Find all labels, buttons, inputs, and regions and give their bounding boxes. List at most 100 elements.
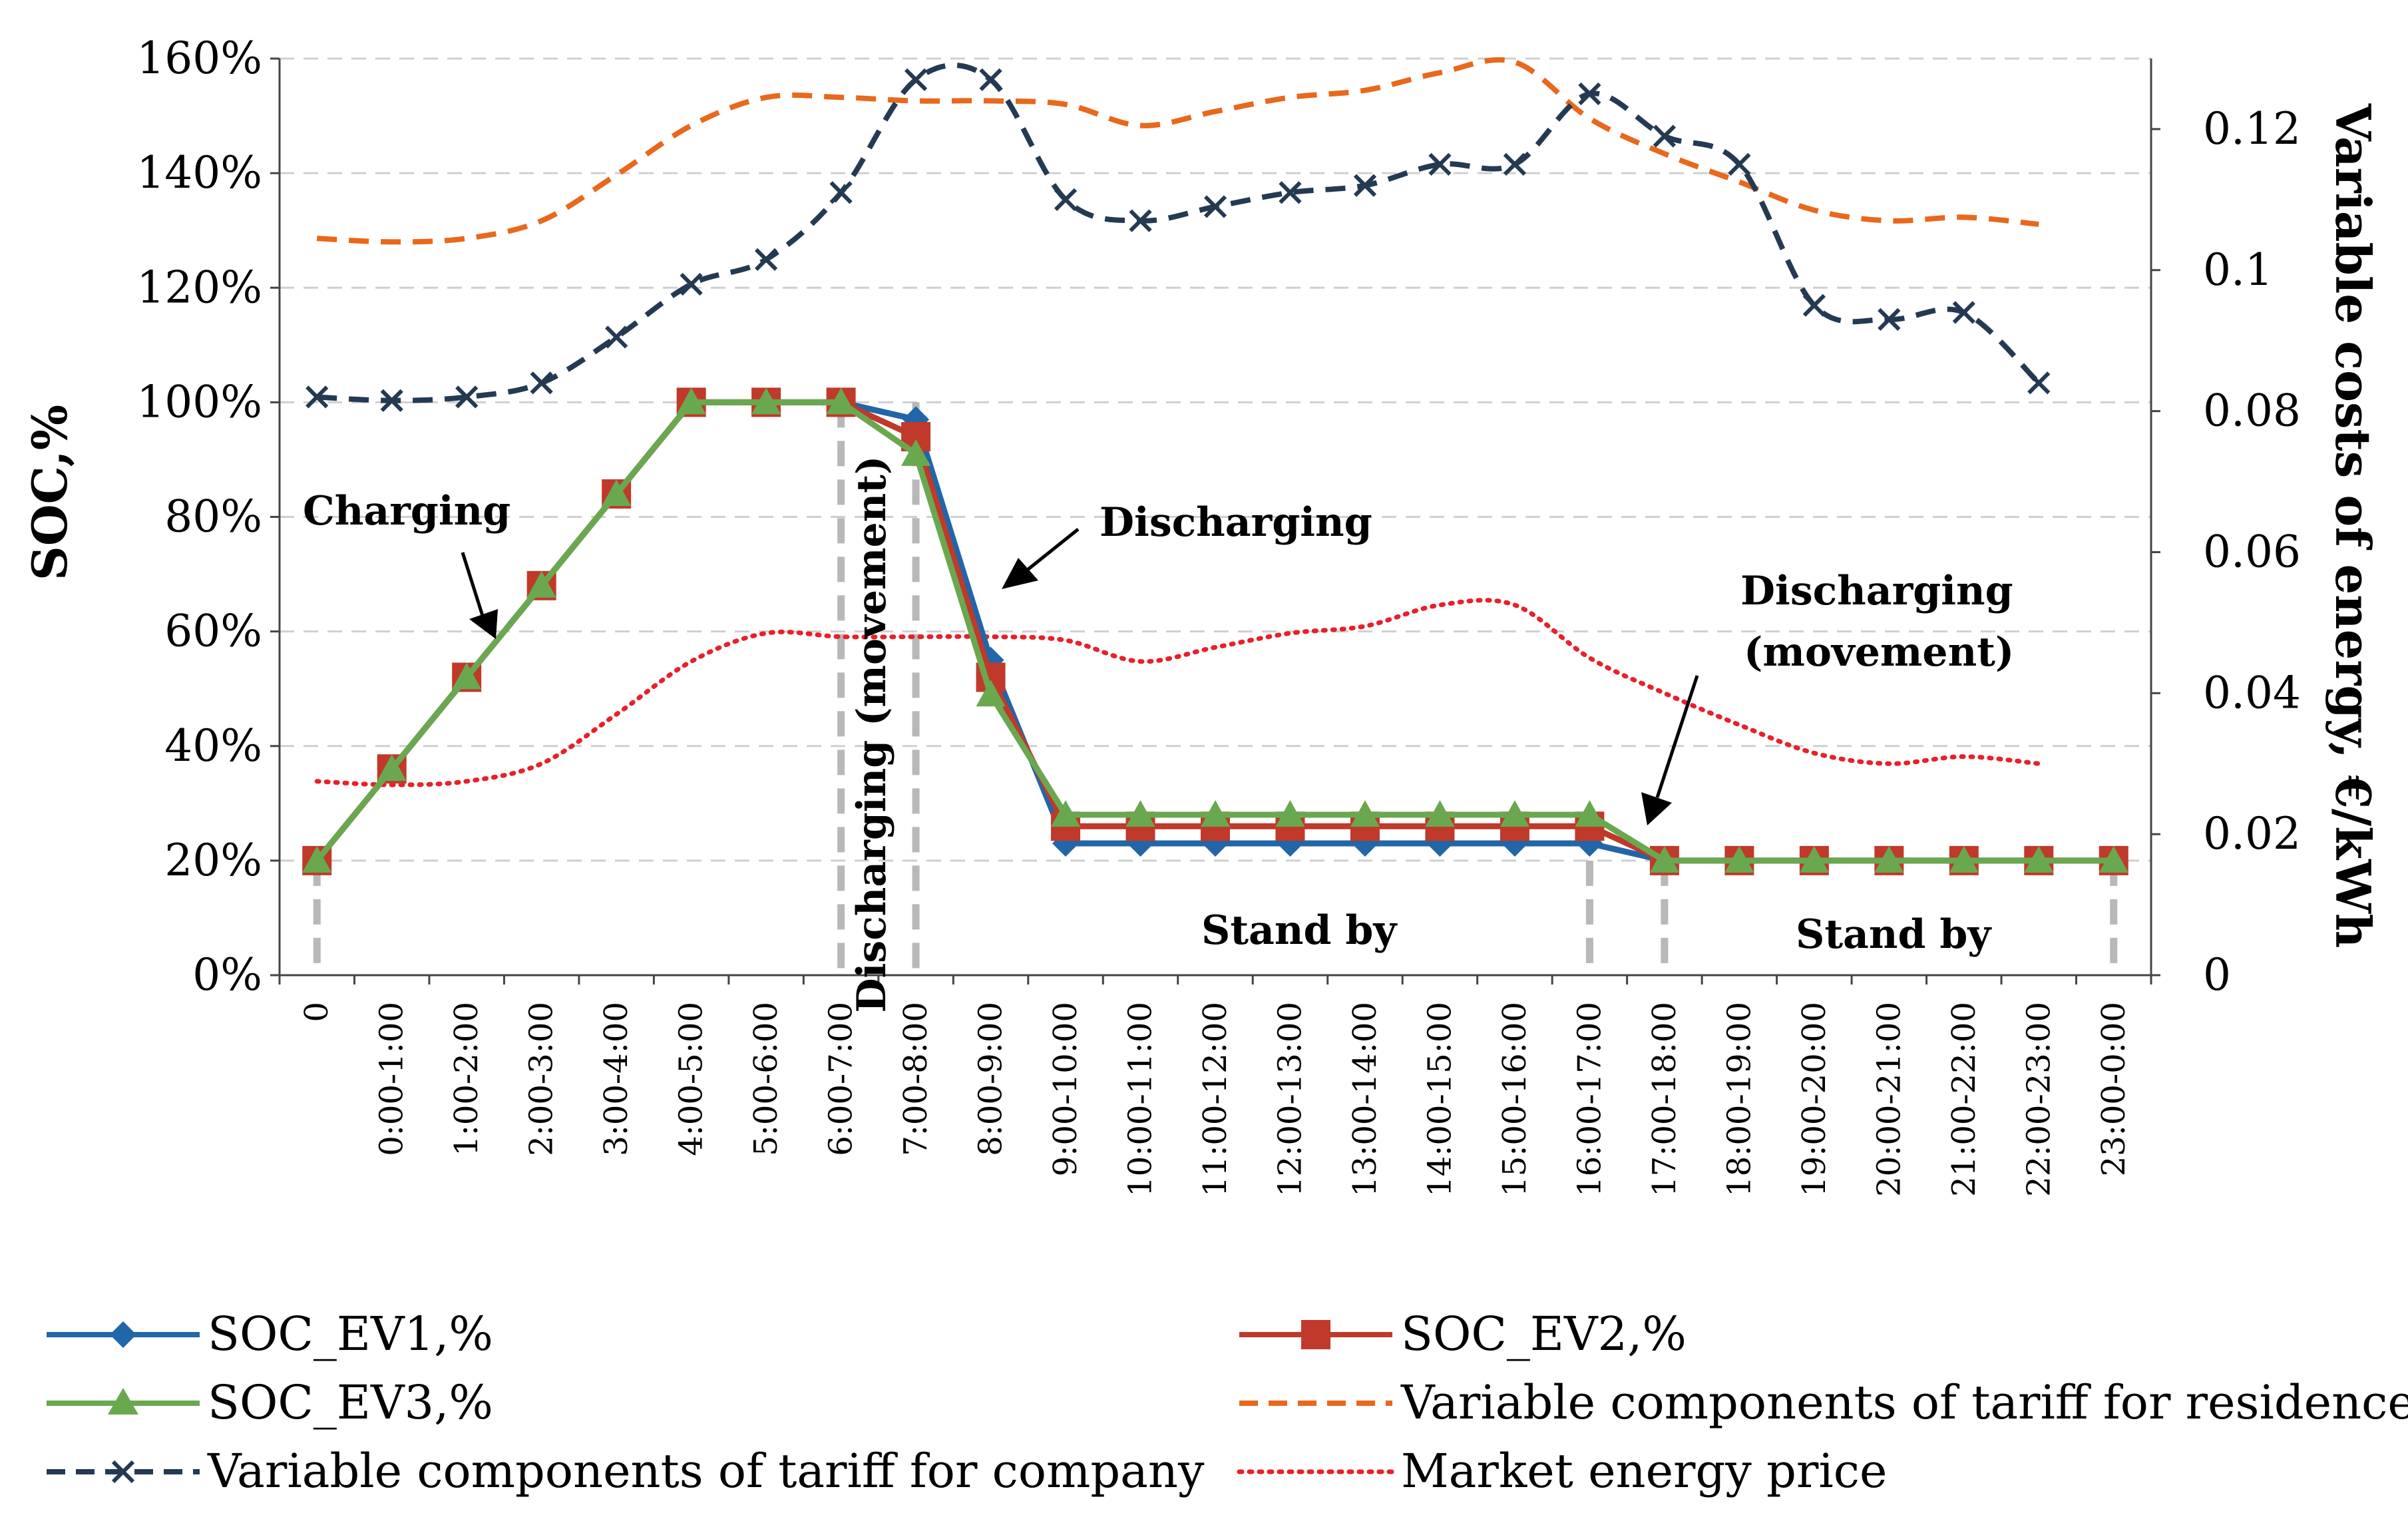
legend-label-tariff-company: Variable components of tariff for compan…: [207, 1444, 1205, 1498]
y2-tick-label: 0.08: [2203, 385, 2301, 437]
x-tick-label: 23:00-0:00: [2095, 1002, 2132, 1176]
series-soc-ev3: [302, 387, 2128, 873]
data-point: [452, 662, 482, 690]
y2-tick-label: 0.06: [2203, 526, 2301, 577]
data-point: [377, 754, 407, 781]
series-line: [317, 57, 2039, 245]
y2-tick-label: 0.12: [2203, 103, 2301, 154]
data-point: [1051, 800, 1081, 827]
x-tick-label: 0: [298, 1002, 335, 1022]
data-point: [754, 248, 778, 272]
series-variable-components-of-tariff-for-company: [305, 62, 2051, 412]
data-point: [1653, 124, 1677, 148]
legend-label-soc-ev2: SOC_EV2,%: [1401, 1307, 1687, 1361]
data-point: [826, 387, 856, 415]
data-point: [1578, 82, 1601, 106]
y2-tick-label: 0.04: [2203, 667, 2301, 718]
x-tick-label: 8:00-9:00: [972, 1002, 1010, 1156]
y-tick-label: 160%: [136, 33, 262, 84]
data-point: [676, 387, 706, 415]
data-point: [1724, 845, 1754, 873]
legend-item-market-price: Market energy price: [1237, 1444, 1887, 1498]
legend-label-market-price: Market energy price: [1401, 1444, 1887, 1498]
x-tick-label: 3:00-4:00: [598, 1002, 635, 1156]
y-tick-label: 120%: [136, 262, 262, 313]
annotation-discharging: Discharging: [1100, 499, 1372, 546]
legend-label-soc-ev1: SOC_EV1,%: [208, 1307, 493, 1361]
annotation-stand-by-1: Stand by: [1201, 907, 1398, 954]
legend: SOC_EV1,% SOC_EV2,% SOC_EV3,% Variable c…: [47, 1307, 2408, 1498]
x-tick-label: 1:00-2:00: [448, 1002, 485, 1156]
data-point: [1878, 308, 1901, 331]
data-point: [979, 68, 1002, 91]
data-point: [2099, 845, 2128, 873]
x-tick-label: 14:00-15:00: [1421, 1002, 1458, 1197]
series-layer: [302, 57, 2128, 875]
data-point: [302, 845, 332, 873]
y-tick-labels: 0% 20% 40% 60% 80% 100% 120% 140% 160%: [136, 33, 262, 1000]
y-tick-label: 80%: [164, 491, 262, 543]
x-tick-labels: 0 0:00-1:00 1:00-2:00 2:00-3:00 3:00-4:00 4:0…: [298, 1002, 2132, 1197]
y2-tick-label: 0.02: [2203, 808, 2301, 859]
legend-item-soc-ev2: SOC_EV2,%: [1239, 1307, 1687, 1361]
series-line: [317, 62, 2041, 403]
annotation-discharging-2: Discharging: [1740, 568, 2013, 614]
x-tick-label: 7:00-8:00: [897, 1002, 934, 1156]
x-tick-label: 10:00-11:00: [1122, 1002, 1159, 1197]
data-point: [1425, 800, 1455, 827]
x-tick-label: 15:00-16:00: [1496, 1002, 1533, 1197]
data-point: [1428, 152, 1452, 176]
series-line: [314, 598, 2041, 787]
legend-label-tariff-residence: Variable components of tariff for reside…: [1400, 1375, 2408, 1430]
series-market-energy-price: [314, 598, 2041, 787]
x-tick-label: 18:00-19:00: [1720, 1002, 1758, 1197]
data-point: [1279, 181, 1302, 204]
data-point: [1952, 301, 1975, 324]
data-point: [1275, 800, 1305, 827]
x-tick-label: 11:00-12:00: [1197, 1002, 1234, 1197]
data-point: [1649, 845, 1679, 873]
series-variable-components-of-tariff-for-residence: [317, 57, 2039, 245]
data-point: [380, 389, 403, 412]
data-point: [1575, 800, 1605, 827]
data-point: [1503, 152, 1527, 176]
data-point: [1054, 188, 1078, 211]
data-point: [2024, 845, 2054, 873]
x-tick-label: 17:00-18:00: [1646, 1002, 1683, 1197]
arrow-discharging-movement: [1641, 675, 1699, 825]
y2-axis-title: Variable costs of energy, €/kWh: [2325, 103, 2381, 949]
data-point: [530, 371, 553, 395]
data-point: [1353, 174, 1377, 197]
x-tick-label: 5:00-6:00: [747, 1002, 785, 1156]
data-point: [2027, 371, 2051, 395]
x-tick-label: 4:00-5:00: [673, 1002, 710, 1156]
data-point: [1203, 195, 1227, 218]
data-point: [680, 272, 703, 296]
y2-tick-label: 0.1: [2203, 244, 2273, 296]
annotation-discharging-movement-vertical: Discharging (movement): [849, 456, 895, 1013]
data-point: [455, 385, 479, 409]
data-point: [901, 439, 931, 466]
y-tick-label: 20%: [164, 835, 262, 886]
annotation-layer: Charging Discharging Discharging (moveme…: [303, 456, 2014, 1013]
legend-label-soc-ev3: SOC_EV3,%: [208, 1375, 493, 1430]
data-point: [1728, 152, 1751, 176]
x-tick-label: 9:00-10:00: [1047, 1002, 1084, 1176]
data-point: [976, 680, 1006, 707]
y-tick-label: 0%: [192, 949, 262, 1000]
x-tick-label: 20:00-21:00: [1870, 1002, 1907, 1197]
data-point: [1201, 800, 1230, 827]
legend-item-tariff-residence: Variable components of tariff for reside…: [1239, 1375, 2408, 1430]
x-tick-label: 12:00-13:00: [1271, 1002, 1308, 1197]
data-point: [1125, 800, 1155, 827]
data-point: [1350, 800, 1380, 827]
data-point: [526, 570, 556, 598]
x-tick-label: 16:00-17:00: [1571, 1002, 1608, 1197]
arrow-charging: [461, 552, 498, 639]
y-tick-label: 140%: [136, 147, 262, 198]
data-point: [1129, 209, 1152, 232]
x-tick-label: 6:00-7:00: [823, 1002, 860, 1156]
phase-divider-layer: [313, 402, 2118, 975]
